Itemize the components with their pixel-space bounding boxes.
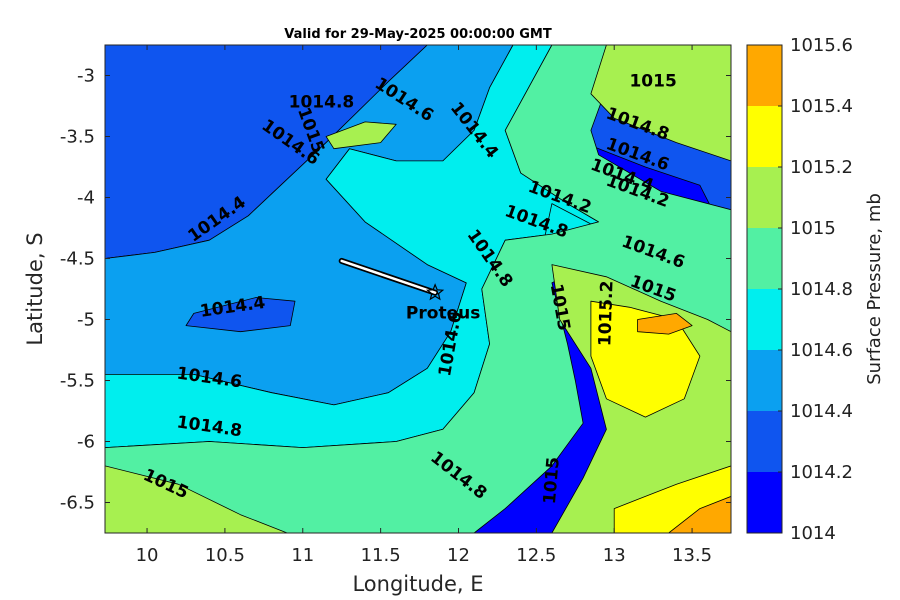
colorbar-segment (747, 45, 782, 106)
y-axis: -3 -3.5 -4 -4.5 -5 -5.5 -6 -6.5 (60, 66, 731, 514)
colorbar: 1014 1014.2 1014.4 1014.6 1014.8 1015 1015.2 10… (746, 35, 853, 544)
chart-title: Valid for 29-May-2025 00:00:00 GMT (284, 27, 552, 42)
colorbar-tick-label: 1014.2 (790, 462, 853, 483)
colorbar-tick-label: 1014.6 (790, 340, 853, 361)
colorbar-segment (747, 167, 782, 228)
y-tick-label: -5 (77, 310, 95, 331)
colorbar-title: Surface Pressure, mb (864, 193, 885, 385)
plot-frame (104, 44, 732, 534)
x-tick-label: 10.5 (205, 545, 245, 566)
colorbar-tick-label: 1014.8 (790, 279, 853, 300)
colorbar-tick-label: 1015 (790, 218, 836, 239)
contour-band-b5a (590, 45, 731, 162)
x-tick-label: 11 (291, 545, 314, 566)
y-tick-label: -4 (77, 188, 95, 209)
colorbar-segment (747, 350, 782, 411)
x-tick-label: 10 (136, 545, 159, 566)
y-tick-label: -4.5 (60, 249, 95, 270)
contour-label: 1015.2 (595, 280, 617, 346)
colorbar-tick-label: 1015.4 (790, 96, 853, 117)
contour-label: 1014.8 (289, 92, 355, 112)
marker-label: Proteus (406, 304, 480, 324)
y-tick-label: -6.5 (60, 493, 95, 514)
colorbar-tick-label: 1014 (790, 523, 836, 544)
contour-band-b1c (185, 297, 296, 333)
x-tick-label: 13.5 (672, 545, 712, 566)
star-marker-icon (425, 283, 445, 301)
colorbar-tick-label: 1015.2 (790, 157, 853, 178)
x-tick-label: 12.5 (516, 545, 556, 566)
colorbar-segment (747, 411, 782, 472)
contour-label: 1015 (629, 72, 676, 92)
colorbar-segment (747, 228, 782, 289)
y-tick-label: -3.5 (60, 127, 95, 148)
colorbar-tick-label: 1014.4 (790, 401, 853, 422)
x-tick-label: 11.5 (361, 545, 401, 566)
y-tick-label: -3 (77, 66, 95, 87)
x-axis: 10 10.5 11 11.5 12 12.5 13 13.5 (136, 45, 712, 566)
colorbar-tick-label: 1015.6 (790, 35, 853, 56)
contour-label: 1015 (540, 456, 564, 505)
y-tick-label: -5.5 (60, 371, 95, 392)
x-tick-label: 12 (447, 545, 470, 566)
contour-band-b5d (325, 121, 397, 150)
contour-fields (105, 45, 731, 533)
contour-band-b7b (668, 495, 731, 533)
track-layer: Proteus (338, 257, 480, 324)
contour-band-b7 (637, 312, 693, 335)
x-axis-title: Longitude, E (352, 572, 483, 596)
track-line (340, 259, 437, 294)
colorbar-segment (747, 106, 782, 167)
colorbar-segment (747, 472, 782, 533)
y-axis-title: Latitude, S (23, 232, 47, 345)
colorbar-segment (747, 289, 782, 350)
x-tick-label: 13 (603, 545, 626, 566)
contour-band-b5c (105, 465, 288, 533)
y-tick-label: -6 (77, 432, 95, 453)
